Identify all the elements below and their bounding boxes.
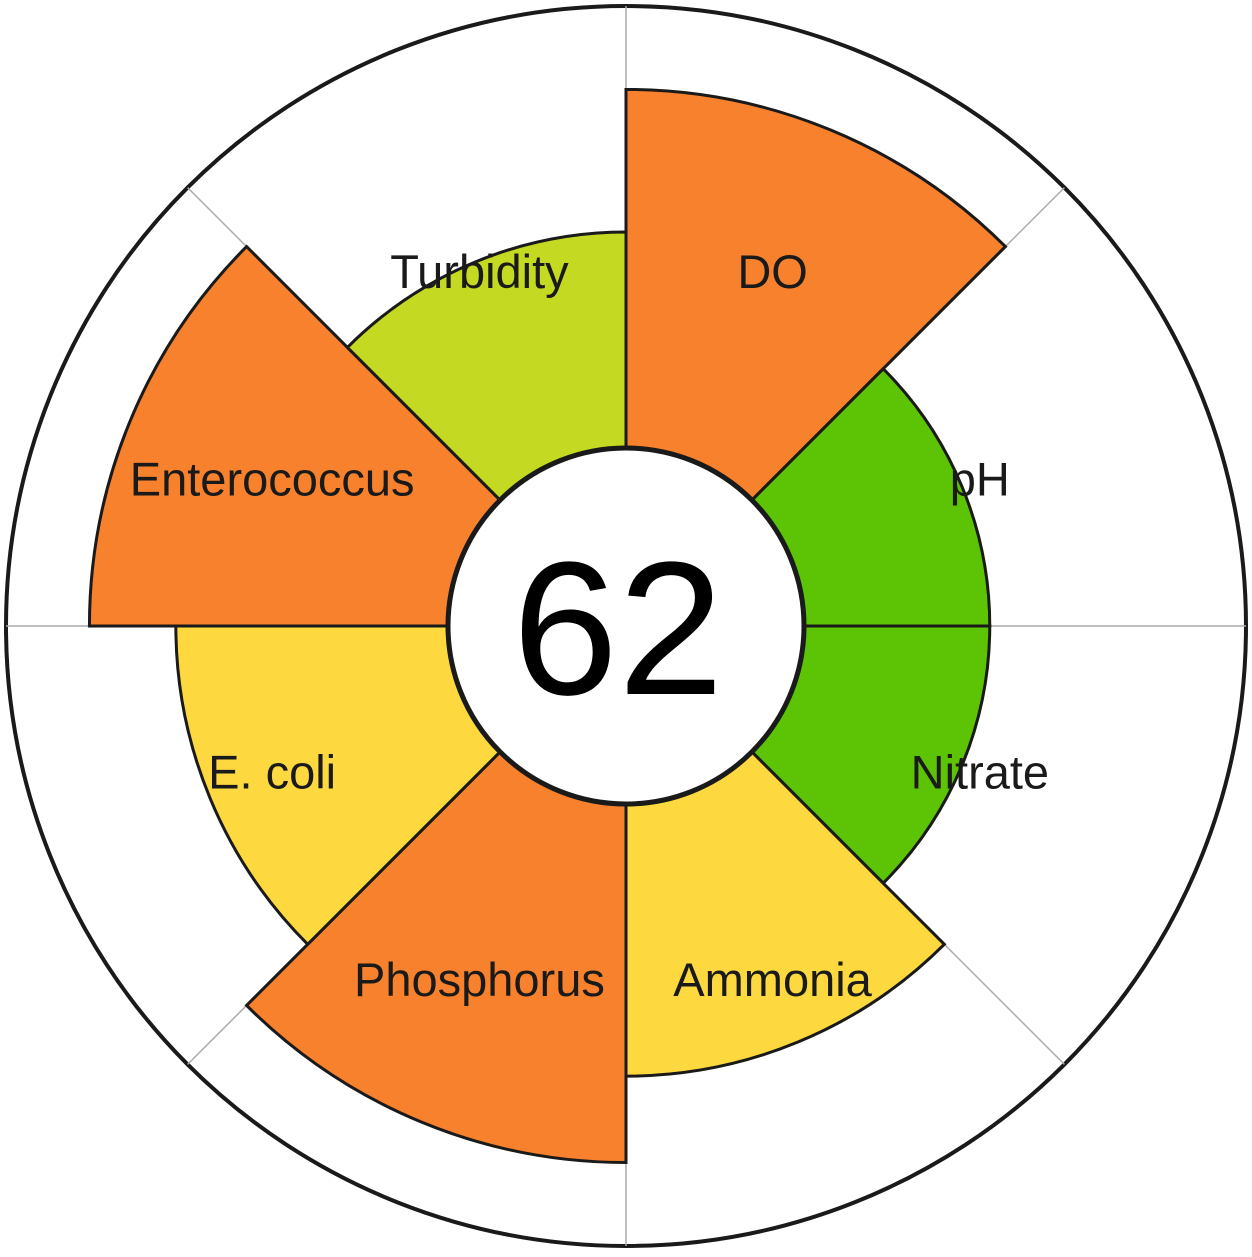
label-phosphorus: Phosphorus [354,953,605,1006]
label-turbidity: Turbidity [390,245,569,298]
labels-layer: DO pH Nitrate Ammonia Phosphorus E. coli Enter… [130,245,1049,1006]
label-do: DO [737,245,808,298]
label-enterococcus: Enterococcus [130,452,415,505]
segments-layer [87,87,1008,1165]
score-value: 62 [512,523,723,735]
label-e-coli: E. coli [208,746,336,799]
center-circle [445,445,807,807]
label-nitrate: Nitrate [911,746,1049,799]
label-ammonia: Ammonia [673,953,872,1006]
center-layer: 62 [445,445,807,807]
label-ph: pH [950,452,1010,505]
